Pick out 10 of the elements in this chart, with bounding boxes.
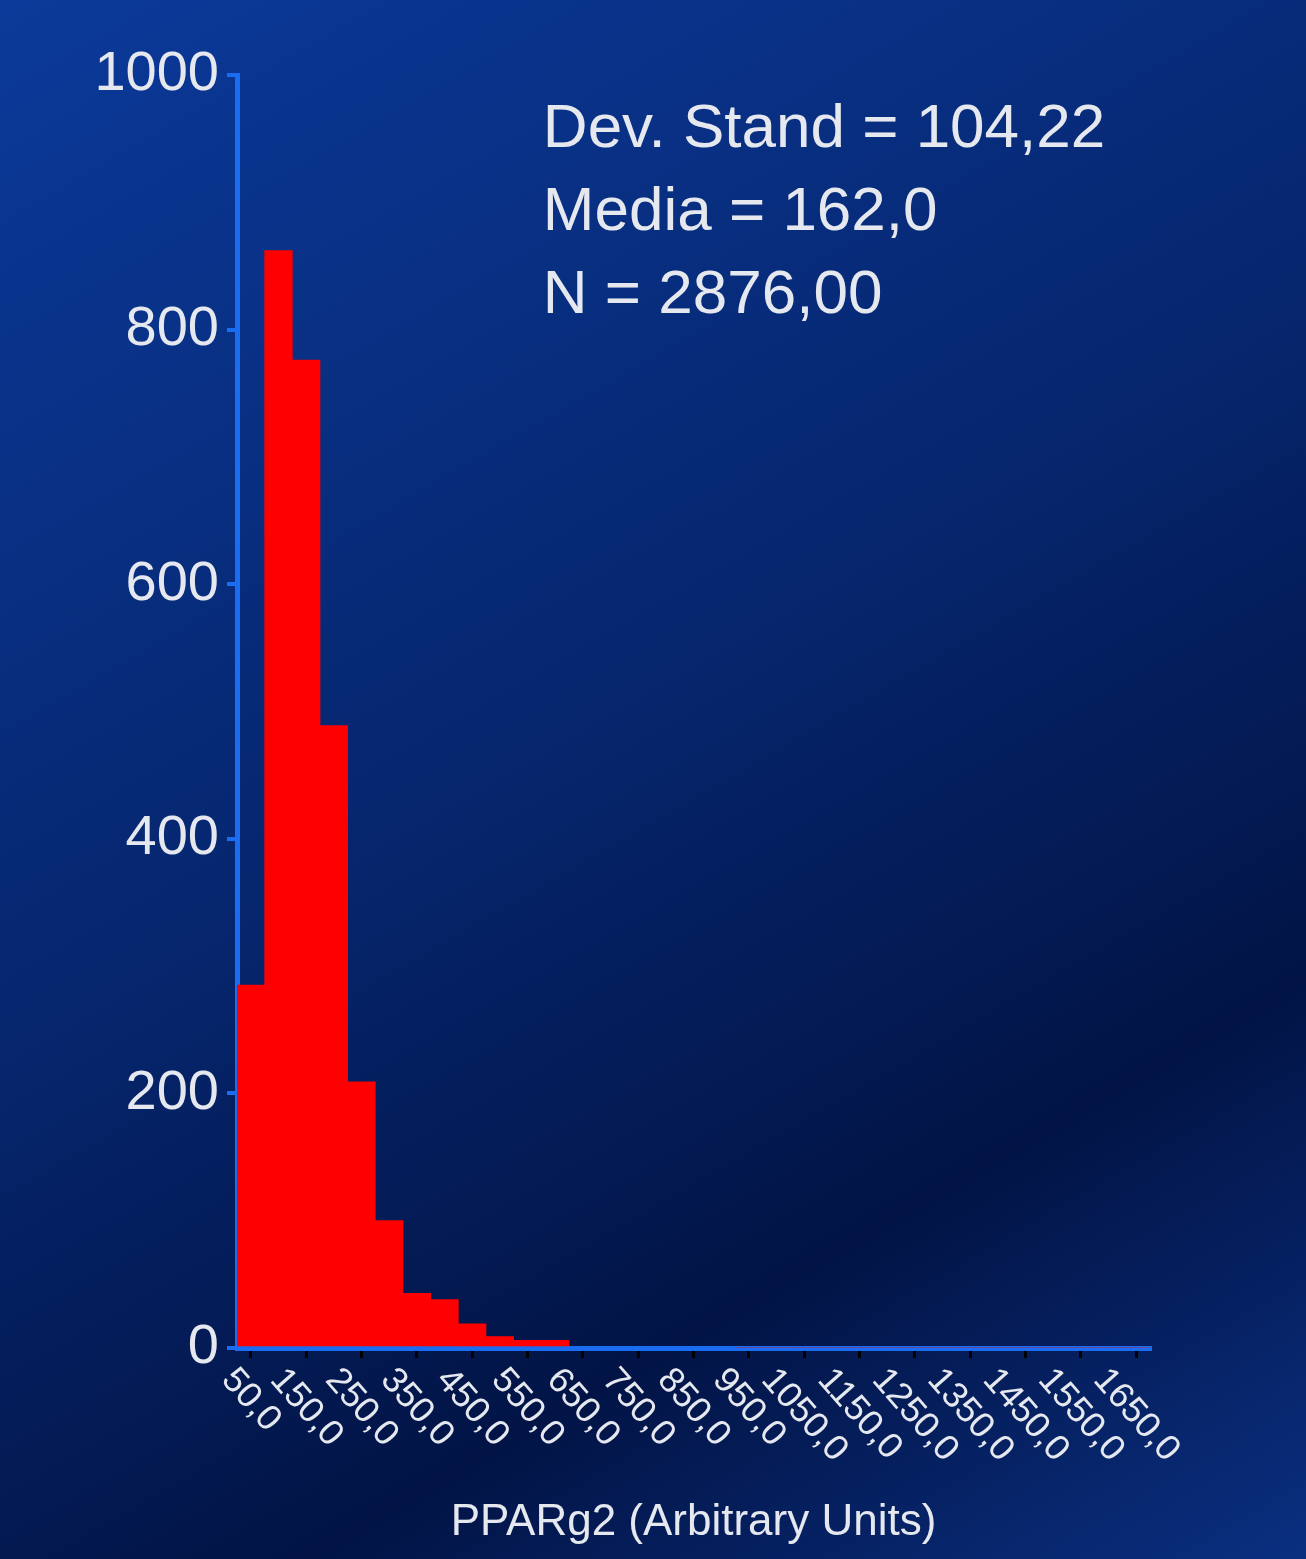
x-axis-title: PPARg2 (Arbitrary Units) (450, 1494, 937, 1544)
y-tick-label: 800 (125, 294, 219, 358)
y-tick-label: 200 (125, 1057, 219, 1121)
y-tick-label: 0 (187, 1312, 219, 1376)
annotation: Dev. Stand = 104,22 (542, 91, 1106, 160)
annotation: Media = 162,0 (542, 174, 938, 243)
y-tick-label: 600 (125, 548, 219, 612)
y-tick-label: 1000 (94, 39, 219, 103)
annotation: N = 2876,00 (542, 257, 883, 326)
y-tick-label: 400 (125, 803, 219, 867)
